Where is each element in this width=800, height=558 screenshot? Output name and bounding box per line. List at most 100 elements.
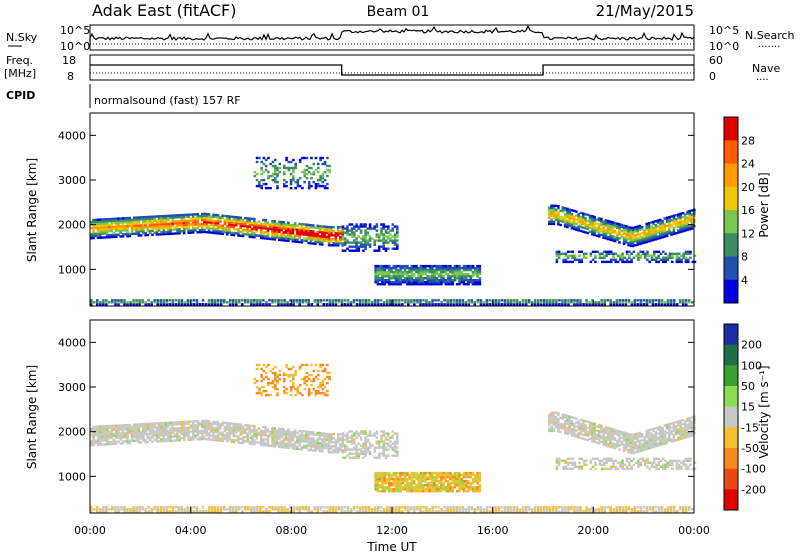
power-cell	[315, 157, 318, 159]
velocity-cell	[675, 425, 678, 427]
velocity-cell	[342, 432, 345, 434]
velocity-cell	[639, 432, 642, 434]
power-cell	[219, 216, 222, 218]
velocity-cell	[353, 453, 356, 455]
power-cell	[618, 241, 621, 243]
velocity-cell	[294, 443, 297, 445]
power-cell	[410, 299, 413, 301]
power-cell	[193, 299, 196, 301]
power-cell	[429, 265, 432, 267]
power-cell	[292, 226, 295, 228]
power-cell	[267, 187, 270, 189]
velocity-cell	[682, 437, 685, 439]
velocity-cell	[108, 441, 111, 443]
power-cell	[567, 251, 570, 253]
power-cell	[283, 299, 286, 301]
power-cell	[264, 219, 267, 221]
velocity-cell	[332, 445, 335, 447]
power-cell	[598, 223, 601, 225]
velocity-cell	[461, 482, 464, 484]
power-cell	[664, 225, 667, 227]
station-title: Adak East (fitACF)	[92, 1, 236, 20]
velocity-cell	[187, 431, 190, 433]
velocity-cell	[217, 437, 220, 439]
velocity-cell	[194, 434, 197, 436]
velocity-cell	[351, 430, 354, 432]
power-cell	[167, 215, 170, 217]
power-cell	[290, 187, 293, 189]
velocity-cell	[260, 444, 263, 446]
velocity-cell	[240, 442, 243, 444]
power-cell	[562, 253, 565, 255]
power-cell	[272, 161, 275, 163]
power-cell	[603, 261, 606, 263]
velocity-cell	[587, 421, 590, 423]
velocity-cell	[301, 430, 304, 432]
power-cell	[623, 243, 626, 245]
velocity-cell	[124, 424, 127, 426]
power-cell	[274, 171, 277, 173]
velocity-cell	[298, 434, 301, 436]
power-cell	[687, 259, 690, 261]
velocity-cell	[201, 420, 204, 422]
velocity-cell	[582, 438, 585, 440]
velocity-cell	[607, 427, 610, 429]
power-cell	[394, 248, 397, 250]
velocity-cell	[571, 428, 574, 430]
power-cell	[685, 261, 688, 263]
power-cell	[342, 235, 345, 237]
velocity-cell	[122, 428, 125, 430]
nave-right-tick-bottom: 0	[709, 70, 716, 83]
power-cell	[465, 273, 468, 275]
velocity-cell	[641, 443, 644, 445]
velocity-cell	[682, 419, 685, 421]
power-cell	[265, 169, 268, 171]
velocity-cell	[394, 440, 397, 442]
date-title: 21/May/2015	[596, 2, 694, 20]
cpid-label: CPID	[6, 89, 35, 102]
velocity-cell	[627, 443, 630, 445]
velocity-cell	[353, 457, 356, 459]
power-cell	[571, 209, 574, 211]
power-cell	[616, 299, 619, 301]
velocity-cell	[258, 431, 261, 433]
velocity-cell	[449, 482, 452, 484]
velocity-cell	[344, 451, 347, 453]
power-cell	[251, 218, 254, 220]
power-cell	[269, 187, 272, 189]
power-cell	[342, 244, 345, 246]
power-cell	[433, 269, 436, 271]
power-cell	[249, 234, 252, 236]
velocity-cell	[119, 432, 122, 434]
velocity-cell	[169, 432, 172, 434]
velocity-cell	[605, 436, 608, 438]
power-cell	[392, 239, 395, 241]
velocity-cell	[474, 486, 477, 488]
power-cell	[208, 225, 211, 227]
power-cell	[355, 237, 358, 239]
power-cell	[224, 215, 227, 217]
power-cell	[600, 228, 603, 230]
power-cell	[353, 231, 356, 233]
velocity-cell	[393, 472, 396, 474]
velocity-cell	[476, 472, 479, 474]
power-cell	[652, 237, 655, 239]
velocity-cell	[178, 421, 181, 423]
velocity-cell	[677, 428, 680, 430]
power-cell	[301, 299, 304, 301]
power-cell	[192, 213, 195, 215]
velocity-cell	[312, 441, 315, 443]
power-cell	[351, 241, 354, 243]
power-cell	[272, 179, 275, 181]
power-cell	[151, 216, 154, 218]
velocity-cell	[470, 482, 473, 484]
velocity-cell	[169, 428, 172, 430]
power-cell	[624, 261, 627, 263]
velocity-cell	[210, 434, 213, 436]
velocity-cell	[602, 430, 605, 432]
power-cell	[133, 227, 136, 229]
velocity-cell	[607, 443, 610, 445]
power-cell	[386, 275, 389, 277]
power-cell	[594, 261, 597, 263]
power-cell	[251, 230, 254, 232]
